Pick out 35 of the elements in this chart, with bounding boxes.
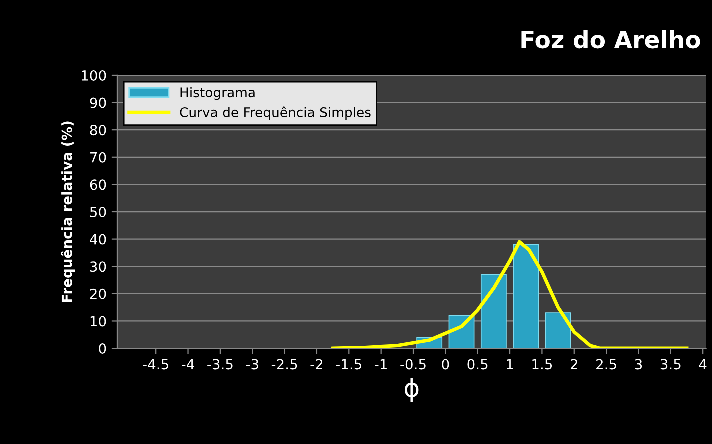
x-tick-label: 2 <box>570 359 578 370</box>
x-tick-label: -4 <box>182 359 194 370</box>
x-tick-label: 3 <box>635 359 642 370</box>
x-tick-label: -3 <box>246 359 258 370</box>
x-tick-label: 0 <box>442 359 450 370</box>
y-tick-label: 0 <box>99 344 106 354</box>
y-axis-title: Frequência relativa (%) <box>61 122 75 302</box>
legend-label: Histograma <box>180 87 255 100</box>
x-tick-label: -4.5 <box>143 359 168 370</box>
line-series <box>331 240 689 349</box>
y-tick-label: 20 <box>90 288 106 300</box>
x-tick-label: 3.5 <box>660 359 681 370</box>
x-tick-label: 1 <box>507 359 514 370</box>
x-tick-label: 4 <box>699 359 707 370</box>
x-tick-label: -1.5 <box>336 359 362 370</box>
y-tick-label: 60 <box>90 180 106 190</box>
legend-label: Curva de Frequência Simples <box>180 106 371 120</box>
y-tick-label: 50 <box>90 206 106 218</box>
y-tick-label: 100 <box>82 70 106 81</box>
chart-title: Foz do Arelho <box>522 30 700 49</box>
x-tick-label: -1 <box>375 359 387 370</box>
y-tick-label: 30 <box>90 262 106 272</box>
y-tick-label: 10 <box>90 316 106 327</box>
y-tick-label: 70 <box>90 152 106 163</box>
y-tick-label: 40 <box>90 234 106 245</box>
x-tick-label: 0.5 <box>468 359 488 370</box>
x-tick-label: -3.5 <box>208 359 233 370</box>
x-tick-label: -0.5 <box>400 359 426 370</box>
y-tick-label: 90 <box>90 98 106 108</box>
x-tick-label: 1.5 <box>532 359 552 370</box>
x-tick-label: -2 <box>310 359 323 370</box>
x-tick-label: 2.5 <box>596 359 616 370</box>
x-tick-label: -2.5 <box>272 359 298 370</box>
x-axis-title: ϕ <box>405 378 419 402</box>
y-tick-label: 80 <box>90 125 106 136</box>
